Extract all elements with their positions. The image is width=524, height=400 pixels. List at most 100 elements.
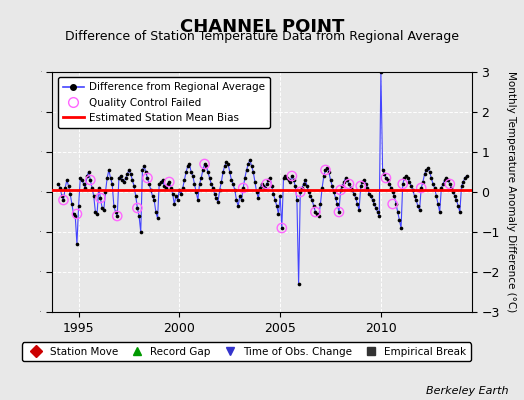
Point [419, 179, 427, 185]
Point [269, 191, 278, 197]
Point [162, 185, 170, 191]
Point [130, 183, 138, 189]
Point [108, 181, 116, 187]
Point [412, 197, 420, 203]
Point [88, 185, 96, 191]
Point [293, 197, 301, 203]
Point [316, 201, 325, 207]
Point [71, 213, 80, 219]
Point [372, 205, 380, 211]
Point [452, 197, 461, 203]
Point [345, 181, 353, 187]
Point [227, 177, 236, 183]
Point [58, 193, 66, 199]
Point [397, 225, 405, 231]
Point [263, 181, 271, 187]
Point [461, 175, 469, 181]
Point [205, 175, 214, 181]
Point [358, 179, 367, 185]
Point [266, 175, 274, 181]
Point [237, 197, 246, 203]
Point [427, 175, 435, 181]
Point [417, 185, 425, 191]
Point [155, 181, 163, 187]
Point [111, 209, 119, 215]
Point [395, 217, 403, 223]
Point [425, 169, 434, 175]
Point [289, 177, 298, 183]
Point [335, 209, 343, 215]
Point [437, 185, 445, 191]
Point [173, 197, 182, 203]
Point [462, 173, 471, 179]
Point [439, 181, 447, 187]
Point [310, 203, 318, 209]
Point [200, 161, 209, 167]
Point [229, 181, 237, 187]
Point [422, 167, 430, 173]
Point [321, 167, 330, 173]
Point [387, 185, 395, 191]
Point [110, 203, 118, 209]
Point [224, 161, 232, 167]
Point [407, 183, 416, 189]
Point [122, 175, 130, 181]
Point [200, 161, 209, 167]
Point [442, 175, 451, 181]
Point [456, 209, 464, 215]
Point [286, 179, 294, 185]
Point [405, 179, 413, 185]
Point [163, 181, 172, 187]
Point [271, 197, 279, 203]
Point [211, 191, 219, 197]
Point [288, 173, 296, 179]
Point [202, 163, 211, 169]
Point [212, 195, 221, 201]
Point [340, 179, 348, 185]
Point [115, 175, 123, 181]
Point [306, 193, 314, 199]
Point [311, 209, 320, 215]
Point [165, 179, 173, 185]
Point [207, 181, 215, 187]
Point [368, 197, 377, 203]
Point [336, 187, 345, 193]
Point [73, 241, 81, 247]
Point [298, 185, 306, 191]
Point [54, 181, 63, 187]
Point [320, 173, 328, 179]
Point [180, 177, 189, 183]
Point [259, 183, 268, 189]
Point [160, 183, 168, 189]
Point [147, 187, 155, 193]
Point [388, 189, 397, 195]
Point [435, 209, 444, 215]
Point [76, 175, 84, 181]
Point [325, 169, 333, 175]
Point [94, 185, 103, 191]
Point [93, 211, 101, 217]
Point [356, 183, 365, 189]
Point [192, 189, 200, 195]
Point [78, 177, 86, 183]
Point [214, 199, 222, 205]
Point [296, 189, 304, 195]
Point [299, 181, 308, 187]
Point [151, 209, 160, 215]
Point [296, 189, 304, 195]
Point [282, 175, 291, 181]
Point [375, 213, 384, 219]
Point [118, 177, 126, 183]
Point [377, 69, 385, 75]
Point [125, 167, 133, 173]
Point [328, 183, 336, 189]
Point [345, 181, 353, 187]
Point [382, 175, 390, 181]
Point [154, 215, 162, 221]
Text: Berkeley Earth: Berkeley Earth [426, 386, 508, 396]
Point [333, 201, 342, 207]
Point [128, 177, 137, 183]
Point [217, 179, 225, 185]
Point [256, 185, 264, 191]
Point [86, 177, 94, 183]
